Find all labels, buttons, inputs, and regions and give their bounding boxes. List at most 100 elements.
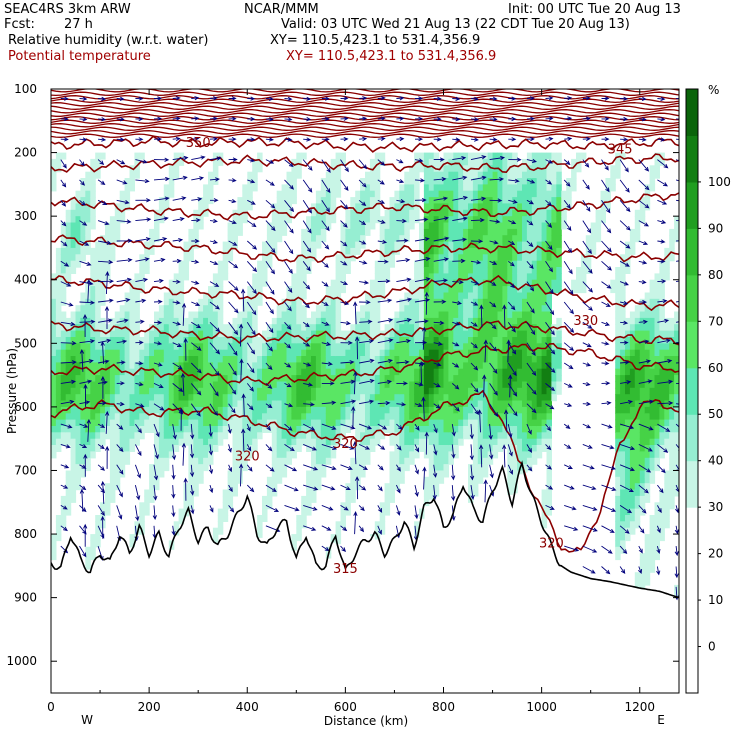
- rh-cell: [409, 381, 415, 389]
- rh-cell: [639, 432, 646, 440]
- rh-cell: [306, 419, 312, 427]
- rh-cell: [232, 438, 238, 446]
- rh-cell: [389, 470, 395, 478]
- rh-cell: [384, 368, 391, 376]
- rh-cell: [512, 400, 518, 408]
- rh-cell: [517, 368, 523, 376]
- rh-cell: [487, 457, 494, 465]
- rh-cell: [262, 394, 268, 402]
- rh-cell: [468, 476, 474, 484]
- rh-cell: [472, 489, 479, 497]
- rh-cell: [414, 521, 420, 529]
- rh-cell: [541, 292, 548, 300]
- rh-cell: [438, 413, 445, 421]
- rh-cell: [497, 260, 503, 268]
- rh-cell: [257, 534, 263, 538]
- rh-cell: [320, 178, 327, 185]
- rh-cell: [664, 267, 670, 274]
- rh-cell: [644, 197, 651, 205]
- rh-cell: [242, 216, 248, 224]
- rh-cell: [158, 406, 165, 414]
- rh-cell: [198, 432, 204, 440]
- rh-cell: [556, 241, 562, 249]
- rh-cell: [394, 381, 400, 389]
- rh-cell: [70, 362, 77, 370]
- rh-cell: [257, 432, 263, 440]
- rh-cell: [311, 387, 317, 395]
- rh-cell: [212, 298, 219, 306]
- rh-cell: [109, 356, 116, 363]
- rh-cell: [443, 381, 449, 389]
- theta-contour-335: [51, 234, 679, 263]
- rh-cell: [369, 413, 376, 421]
- rh-cell: [114, 470, 121, 478]
- rh-cell: [374, 419, 381, 427]
- rh-cell: [522, 464, 528, 472]
- rh-cell: [468, 343, 474, 351]
- rh-cell: [639, 337, 646, 344]
- wind-arrow: [172, 237, 184, 243]
- rh-cell: [335, 343, 342, 351]
- rh-cell: [629, 483, 636, 491]
- rh-cell: [95, 273, 101, 281]
- rh-cell: [639, 387, 646, 395]
- rh-cell: [306, 394, 312, 402]
- rh-cell: [60, 267, 67, 274]
- rh-cell: [615, 292, 621, 300]
- rh-cell: [423, 368, 430, 376]
- rh-cell: [262, 273, 268, 281]
- rh-cell: [374, 260, 381, 268]
- rh-cell: [404, 190, 410, 198]
- rh-cell: [306, 216, 312, 224]
- wind-arrow: [134, 464, 141, 479]
- rh-cell: [468, 184, 474, 192]
- rh-cell: [531, 235, 538, 243]
- rh-cell: [227, 419, 234, 427]
- rh-cell: [384, 502, 391, 510]
- rh-cell: [355, 241, 361, 249]
- rh-cell: [168, 178, 175, 185]
- rh-cell: [639, 495, 646, 503]
- rh-cell: [257, 349, 263, 357]
- rh-cell: [134, 298, 140, 306]
- rh-cell: [468, 406, 474, 414]
- rh-cell: [65, 228, 72, 236]
- rh-cell: [659, 419, 665, 427]
- rh-cell: [664, 438, 670, 446]
- rh-cell: [60, 343, 67, 351]
- rh-cell: [281, 400, 288, 408]
- rh-cell: [615, 381, 621, 389]
- rh-cell: [100, 432, 106, 440]
- rh-cell: [355, 381, 361, 389]
- rh-cell: [669, 489, 675, 497]
- rh-cell: [541, 222, 548, 230]
- rh-cell: [65, 241, 72, 249]
- rh-cell: [114, 413, 121, 421]
- rh-cell: [124, 432, 131, 440]
- rh-cell: [276, 349, 283, 357]
- rh-cell: [654, 521, 660, 529]
- rh-cell: [448, 273, 454, 281]
- rh-cell: [659, 406, 665, 414]
- rh-cell: [198, 400, 204, 408]
- rh-cell: [95, 406, 101, 414]
- rh-cell: [458, 260, 464, 268]
- rh-cell: [541, 190, 548, 198]
- rh-cell: [281, 457, 288, 465]
- rh-cell: [75, 470, 81, 478]
- wind-arrow: [228, 198, 237, 204]
- rh-cell: [468, 413, 474, 421]
- rh-cell: [325, 419, 332, 427]
- rh-cell: [85, 228, 91, 236]
- rh-cell: [276, 343, 283, 351]
- rh-cell: [183, 489, 189, 497]
- rh-cell: [95, 247, 101, 255]
- wind-arrow: [227, 424, 232, 435]
- rh-cell: [404, 317, 410, 325]
- rh-cell: [306, 317, 312, 325]
- rh-cell: [340, 343, 346, 351]
- rh-cell: [124, 413, 131, 421]
- rh-cell: [659, 356, 665, 363]
- rh-cell: [472, 286, 479, 294]
- rh-cell: [360, 184, 366, 192]
